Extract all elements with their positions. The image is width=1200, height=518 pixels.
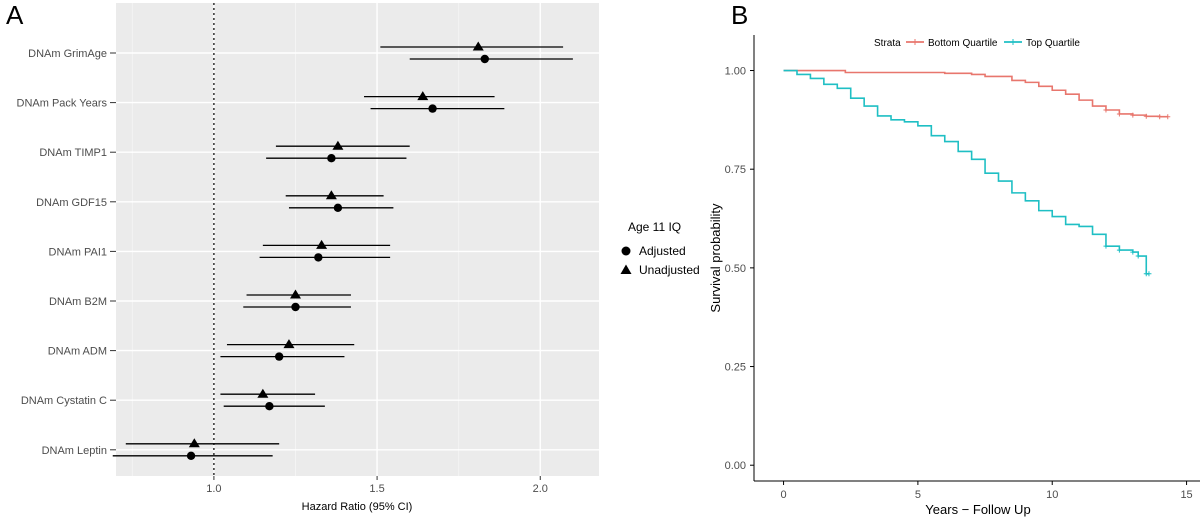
row-label-dnam-cystatin-c: DNAm Cystatin C: [21, 395, 107, 407]
panel-a-x-ticks: 1.0 1.5 2.0: [206, 476, 548, 495]
point-unadjusted-dnam-b2m: [289, 289, 301, 299]
point-adjusted-dnam-pack-years: [428, 104, 437, 113]
censor-mark-bottom-quartile: [1116, 111, 1122, 117]
point-unadjusted-dnam-leptin: [188, 438, 200, 448]
x-tick-label-5: 5: [915, 489, 921, 501]
row-label-dnam-pai1: DNAm PAI1: [49, 246, 107, 258]
x-tick-label-2-0: 2.0: [533, 483, 548, 495]
panel-a-letter: A: [6, 0, 24, 30]
legend-b-title: Strata: [874, 38, 901, 49]
censor-mark-top-quartile: [1135, 253, 1141, 259]
panel-b-x-ticks: 0 5 10 15: [780, 481, 1193, 501]
point-unadjusted-dnam-pai1: [316, 239, 328, 249]
point-adjusted-dnam-leptin: [186, 451, 196, 460]
row-label-dnam-pack-years: DNAm Pack Years: [17, 98, 108, 110]
censor-mark-top-quartile: [1146, 271, 1152, 277]
censor-mark-bottom-quartile: [1165, 114, 1171, 120]
legend-b-bottom-quartile-label: Bottom Quartile: [928, 38, 998, 49]
point-adjusted-dnam-gdf15: [333, 203, 343, 212]
legend-b-top-quartile-censor: [1010, 39, 1016, 45]
x-tick-label-10: 10: [1046, 489, 1058, 501]
x-tick-label-0: 0: [780, 489, 786, 501]
legend-b-bottom-quartile-censor: [912, 39, 918, 45]
point-adjusted-dnam-grimage: [480, 54, 489, 64]
km-curve-bottom-quartile: [783, 69, 1168, 118]
panel-b-letter: B: [731, 0, 748, 30]
legend-a-adjusted-label: Adjusted: [639, 244, 686, 258]
censor-mark-bottom-quartile: [1103, 107, 1109, 113]
panel-b-survival-curves: [783, 69, 1171, 277]
point-unadjusted-dnam-pack-years: [417, 91, 429, 101]
y-tick-label-0-75: 0.75: [725, 164, 746, 176]
panel-b-x-axis-title: Years − Follow Up: [925, 502, 1030, 517]
censor-mark-top-quartile: [1116, 247, 1122, 253]
panel-b-legend: Strata Bottom Quartile Top Quartile: [874, 38, 1080, 49]
row-label-dnam-grimage: DNAm GrimAge: [28, 48, 107, 60]
row-label-dnam-leptin: DNAm Leptin: [42, 445, 107, 457]
panel-a-x-axis-title: Hazard Ratio (95% CI): [302, 501, 413, 513]
censor-mark-bottom-quartile: [1130, 112, 1136, 118]
x-tick-label-1-5: 1.5: [369, 483, 384, 495]
km-curve-top-quartile: [783, 69, 1149, 275]
row-label-dnam-adm: DNAm ADM: [48, 346, 107, 358]
legend-a-unadjusted-label: Unadjusted: [639, 263, 700, 277]
point-adjusted-dnam-pai1: [314, 253, 323, 262]
y-tick-label-0-00: 0.00: [725, 460, 746, 472]
legend-a-unadjusted-marker: [620, 264, 632, 274]
point-unadjusted-dnam-adm: [283, 339, 295, 349]
y-tick-label-1-00: 1.00: [725, 66, 746, 78]
y-tick-label-0-50: 0.50: [725, 263, 746, 275]
row-label-dnam-b2m: DNAm B2M: [49, 296, 107, 308]
panel-b-y-axis-title: Survival probability: [708, 203, 723, 313]
censor-mark-top-quartile: [1103, 243, 1109, 249]
panel-b-y-ticks: 0.00 0.25 0.50 0.75 1.00: [725, 66, 754, 472]
row-label-dnam-gdf15: DNAm GDF15: [36, 197, 107, 209]
x-tick-label-1-0: 1.0: [206, 483, 221, 495]
panel-a-rows: DNAm GrimAge DNAm Pack Years DNAm TIMP1 DNA…: [17, 41, 573, 460]
legend-a-adjusted-marker: [621, 246, 631, 256]
panel-a-gridlines: [116, 3, 599, 476]
point-adjusted-dnam-b2m: [291, 302, 300, 312]
point-adjusted-dnam-adm: [274, 352, 284, 361]
x-tick-label-15: 15: [1180, 489, 1192, 501]
point-unadjusted-dnam-cystatin-c: [257, 388, 269, 398]
point-unadjusted-dnam-timp1: [332, 140, 344, 150]
row-label-dnam-timp1: DNAm TIMP1: [39, 147, 107, 159]
point-unadjusted-dnam-grimage: [472, 41, 484, 51]
y-tick-label-0-25: 0.25: [725, 362, 746, 374]
censor-mark-bottom-quartile: [1143, 113, 1149, 119]
legend-b-top-quartile-label: Top Quartile: [1026, 38, 1080, 49]
point-adjusted-dnam-timp1: [327, 154, 336, 163]
point-unadjusted-dnam-gdf15: [325, 190, 337, 200]
panel-a-plot-background: [116, 3, 599, 476]
legend-a-title: Age 11 IQ: [628, 220, 681, 234]
point-adjusted-dnam-cystatin-c: [265, 402, 274, 411]
censor-mark-bottom-quartile: [1157, 114, 1163, 120]
panel-a-legend: Age 11 IQ Adjusted Unadjusted: [620, 220, 700, 277]
censor-mark-top-quartile: [1130, 249, 1136, 255]
